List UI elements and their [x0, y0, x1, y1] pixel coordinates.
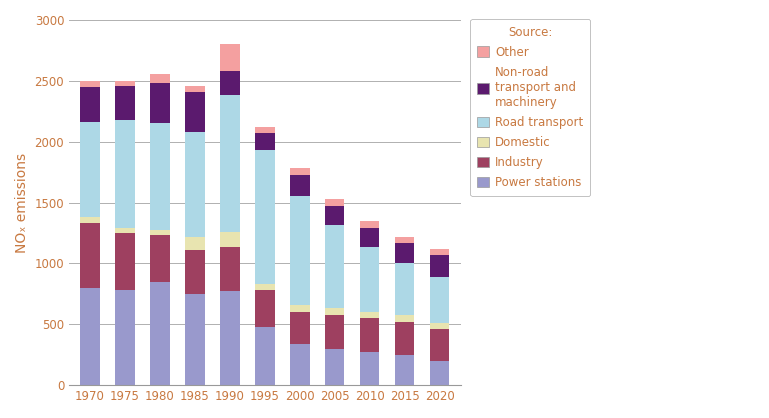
- Bar: [290, 196, 310, 305]
- Bar: [394, 355, 414, 385]
- Bar: [80, 81, 100, 87]
- Bar: [325, 315, 345, 349]
- Bar: [255, 290, 275, 327]
- Bar: [325, 349, 345, 385]
- Bar: [430, 255, 449, 277]
- Bar: [220, 71, 240, 95]
- Bar: [430, 361, 449, 385]
- Bar: [290, 175, 310, 196]
- Bar: [430, 329, 449, 361]
- Bar: [394, 243, 414, 263]
- Bar: [80, 217, 100, 223]
- Bar: [255, 150, 275, 284]
- Legend: Other, Non-road
transport and
machinery, Road transport, Domestic, Industry, Pow: Other, Non-road transport and machinery,…: [471, 18, 591, 196]
- Bar: [360, 227, 379, 247]
- Bar: [394, 322, 414, 355]
- Bar: [150, 230, 170, 235]
- Bar: [185, 132, 205, 237]
- Bar: [115, 120, 135, 227]
- Bar: [185, 294, 205, 385]
- Bar: [115, 81, 135, 87]
- Bar: [220, 232, 240, 247]
- Bar: [185, 92, 205, 132]
- Bar: [394, 263, 414, 315]
- Bar: [290, 312, 310, 344]
- Bar: [360, 221, 379, 227]
- Bar: [255, 133, 275, 150]
- Bar: [150, 123, 170, 230]
- Bar: [290, 344, 310, 385]
- Y-axis label: NOₓ emissions: NOₓ emissions: [15, 153, 29, 252]
- Bar: [150, 235, 170, 282]
- Bar: [220, 247, 240, 291]
- Bar: [80, 223, 100, 288]
- Bar: [220, 44, 240, 71]
- Bar: [80, 288, 100, 385]
- Bar: [255, 284, 275, 290]
- Bar: [394, 315, 414, 322]
- Bar: [150, 83, 170, 123]
- Bar: [430, 277, 449, 323]
- Bar: [325, 225, 345, 308]
- Bar: [255, 127, 275, 133]
- Bar: [150, 74, 170, 83]
- Bar: [325, 199, 345, 206]
- Bar: [115, 233, 135, 290]
- Bar: [150, 282, 170, 385]
- Bar: [430, 249, 449, 255]
- Bar: [185, 86, 205, 92]
- Bar: [185, 237, 205, 250]
- Bar: [290, 168, 310, 175]
- Bar: [220, 291, 240, 385]
- Bar: [360, 247, 379, 311]
- Bar: [394, 237, 414, 243]
- Bar: [220, 95, 240, 232]
- Bar: [360, 352, 379, 385]
- Bar: [360, 318, 379, 352]
- Bar: [430, 323, 449, 329]
- Bar: [115, 290, 135, 385]
- Bar: [115, 227, 135, 233]
- Bar: [325, 308, 345, 315]
- Bar: [255, 327, 275, 385]
- Bar: [80, 87, 100, 122]
- Bar: [115, 87, 135, 120]
- Bar: [325, 206, 345, 225]
- Bar: [185, 250, 205, 294]
- Bar: [360, 311, 379, 318]
- Bar: [80, 122, 100, 217]
- Bar: [290, 305, 310, 312]
